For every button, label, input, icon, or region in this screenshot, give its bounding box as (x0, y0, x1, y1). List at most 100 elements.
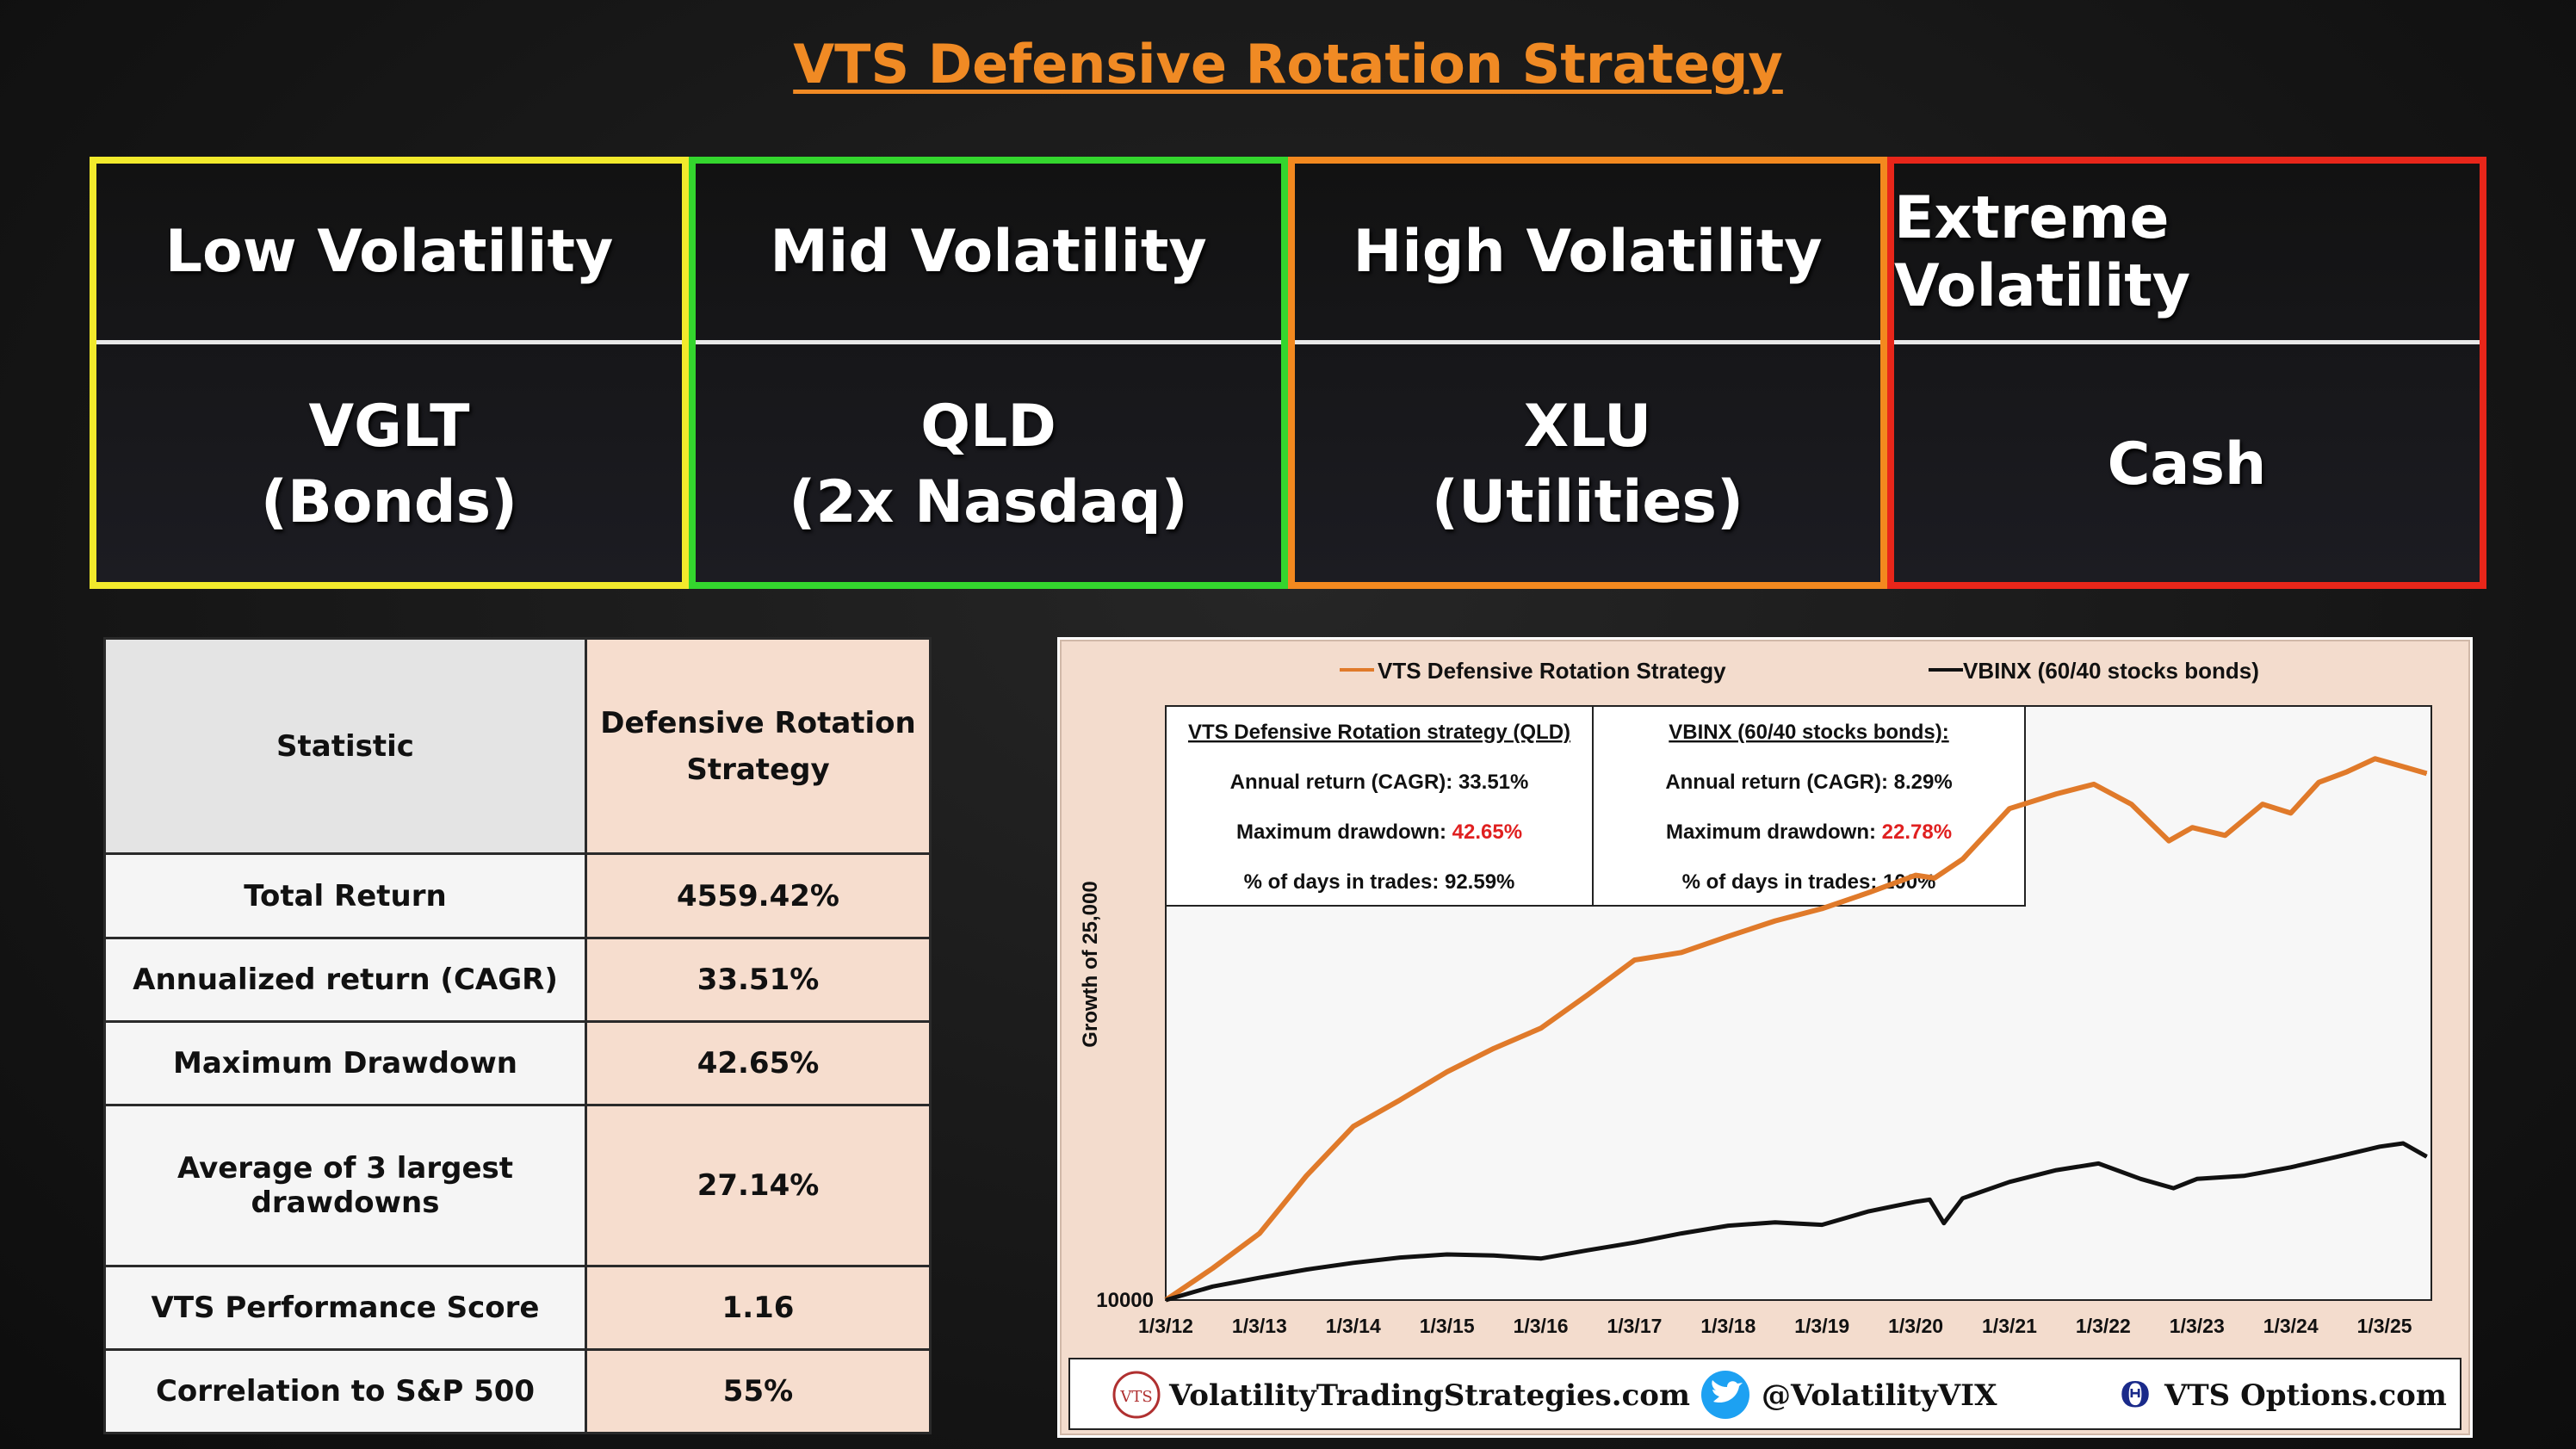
footer-options-link[interactable]: VTS Options.com (2164, 1378, 2447, 1413)
data-point (1399, 1099, 1401, 1101)
stat-value: 42.65% (585, 1019, 932, 1106)
stat-label: Annualized return (CAGR) (103, 936, 587, 1023)
chart-svg: VTS Defensive Rotation Strategy VBINX (6… (1060, 640, 2470, 1435)
stat-value: 27.14% (585, 1103, 932, 1267)
x-tick-label: 1/3/25 (2357, 1315, 2412, 1337)
stat-value: 1.16 (585, 1264, 932, 1351)
regime-asset-desc: (Utilities) (1431, 468, 1744, 536)
data-point (1727, 1225, 1729, 1227)
stats-panel-value: 33.51% (1458, 771, 1528, 794)
legend-label-benchmark: VBINX (60/40 stocks bonds) (1963, 658, 2259, 684)
data-point (2055, 793, 2057, 795)
x-tick-label: 1/3/17 (1607, 1315, 1662, 1337)
data-point (2402, 766, 2404, 767)
data-point (2402, 1142, 2404, 1144)
regime-asset: XLU (1523, 393, 1652, 461)
data-point (2346, 771, 2348, 772)
data-point (2191, 827, 2193, 828)
stats-panel-value: 42.65% (1452, 820, 1522, 844)
stat-value: 33.51% (585, 936, 932, 1023)
x-tick-label: 1/3/12 (1138, 1315, 1193, 1337)
table-row: Annualized return (CAGR) 33.51% (103, 936, 932, 1023)
x-tick-label: 1/3/13 (1232, 1315, 1287, 1337)
stats-panel-line: Maximum drawdown: 42.65% (1236, 820, 1522, 844)
data-point (1211, 1285, 1213, 1287)
stats-panel-label: Annual return (CAGR): (1230, 771, 1458, 794)
data-point (2426, 772, 2428, 774)
stats-panel-title: VBINX (60/40 stocks bonds): (1669, 721, 1948, 744)
table-row: Average of 3 largest drawdowns 27.14% (103, 1103, 932, 1267)
column-header-strategy: Defensive Rotation Strategy (585, 636, 932, 856)
stat-value: 55% (585, 1347, 932, 1435)
data-point (2093, 783, 2095, 785)
data-point (1962, 858, 1964, 860)
data-point (1821, 1224, 1823, 1226)
stats-panel-title: VTS Defensive Rotation strategy (QLD) (1188, 721, 1570, 744)
legend-label-strategy: VTS Defensive Rotation Strategy (1378, 658, 1726, 684)
data-point (1540, 1258, 1542, 1260)
data-point (2224, 834, 2226, 836)
data-point (1493, 1254, 1495, 1256)
data-point (1915, 875, 1917, 876)
regime-asset: VGLT (308, 393, 470, 461)
regime-high-volatility: High Volatility XLU (Utilities) (1288, 157, 1887, 589)
table-header-row: Statistic Defensive Rotation Strategy (103, 636, 932, 856)
vts-logo-text: VTS (1119, 1388, 1152, 1406)
stats-panel-label: % of days in trades: (1682, 870, 1883, 894)
regime-name: Extreme Volatility (1894, 164, 2480, 344)
series-line-benchmark (1165, 1141, 2428, 1303)
stats-panel-line: Maximum drawdown: 22.78% (1666, 820, 1952, 844)
data-point (1774, 920, 1776, 922)
x-tick-label: 1/3/16 (1514, 1315, 1569, 1337)
twitter-branding: @VolatilityVIX (1701, 1371, 1997, 1419)
stats-panel-box (1165, 705, 2026, 907)
column-header-line: Strategy (686, 752, 830, 787)
regime-mid-volatility: Mid Volatility QLD (2x Nasdaq) (689, 157, 1288, 589)
data-point (2131, 803, 2133, 805)
x-tick-label: 1/3/14 (1326, 1315, 1381, 1337)
data-point (2055, 1169, 2057, 1171)
regime-name: Mid Volatility (696, 164, 1281, 344)
data-point (2009, 808, 2010, 809)
data-point (1821, 907, 1823, 909)
stat-label: Maximum Drawdown (103, 1019, 587, 1106)
stats-panel-value: 92.59% (1445, 870, 1514, 894)
stats-panel-line: Annual return (CAGR): 33.51% (1230, 771, 1529, 794)
chart-series (1164, 756, 2428, 1303)
vts-logo-icon (1112, 1371, 1161, 1419)
data-point (2379, 1146, 2381, 1148)
data-point (1446, 1254, 1448, 1255)
data-point (2290, 812, 2292, 814)
data-point (1633, 1242, 1635, 1243)
footer-twitter-link[interactable]: @VolatilityVIX (1762, 1378, 1997, 1413)
regime-asset: QLD (920, 393, 1056, 461)
table-row: Maximum Drawdown 42.65% (103, 1019, 932, 1106)
stat-label: Correlation to S&P 500 (103, 1347, 587, 1435)
x-tick-label: 1/3/22 (2076, 1315, 2131, 1337)
data-point (1399, 1257, 1401, 1259)
x-tick-label: 1/3/15 (1420, 1315, 1475, 1337)
x-axis-ticks: 1/3/12 1/3/13 1/3/14 1/3/15 1/3/16 1/3/17 1/3/… (1138, 1315, 2412, 1337)
column-header-statistic: Statistic (103, 636, 587, 856)
regime-asset: Cash (2107, 430, 2267, 498)
data-point (2196, 1178, 2198, 1180)
column-header-line: Defensive Rotation (600, 705, 916, 740)
data-point (1493, 1048, 1495, 1050)
data-point (2426, 1155, 2428, 1157)
data-point (1934, 877, 1935, 879)
footer-site-link[interactable]: VolatilityTradingStrategies.com (1168, 1378, 1690, 1413)
regime-asset-desc: (2x Nasdaq) (789, 468, 1188, 536)
footer-bar (1068, 1358, 2461, 1430)
data-point (1211, 1267, 1213, 1269)
stat-value: 4559.42% (585, 852, 932, 939)
table-row: VTS Performance Score 1.16 (103, 1264, 932, 1351)
equity-chart: VTS Defensive Rotation Strategy VBINX (6… (1057, 637, 2473, 1438)
chart-stats-panels: VTS Defensive Rotation strategy (QLD) Ann… (1165, 705, 2026, 907)
data-point (2243, 1175, 2245, 1177)
site-branding: VTS VolatilityTradingStrategies.com (1112, 1371, 1690, 1419)
stats-panel-line: Annual return (CAGR): 8.29% (1665, 771, 1952, 794)
twitter-bird-glyph (1712, 1380, 1743, 1403)
x-tick-label: 1/3/21 (1982, 1315, 2037, 1337)
volatility-regime-panel: Low Volatility VGLT (Bonds) Mid Volatilit… (90, 157, 2486, 589)
stat-label: VTS Performance Score (103, 1264, 587, 1351)
